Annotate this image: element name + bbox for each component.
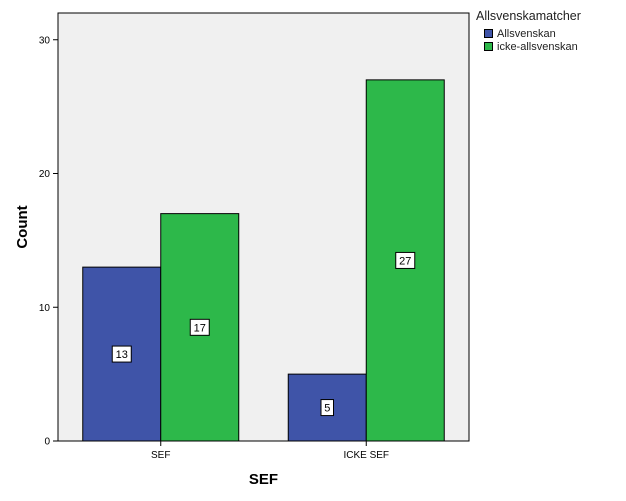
y-tick-label: 30 [39,35,51,46]
legend-title: Allsvenskamatcher [476,9,581,23]
legend: Allsvenskamatcher Allsvenskan icke-allsv… [476,9,581,53]
y-tick-label: 20 [39,169,51,180]
x-tick-label: ICKE SEF [343,450,389,461]
data-label: 17 [194,322,206,334]
data-label-box [111,345,132,363]
y-axis-ticks: 0 10 20 30 [39,35,58,448]
data-label: 13 [116,349,128,361]
x-tick-label: SEF [151,450,170,461]
y-tick-label: 0 [44,437,50,448]
x-axis-ticks: SEF ICKE SEF [151,441,389,461]
data-label: 27 [399,255,411,267]
data-label-box [320,399,334,417]
legend-swatch-icke-allsvenskan [484,42,493,51]
legend-swatch-allsvenskan [484,29,493,38]
legend-item-allsvenskan: Allsvenskan [484,27,581,40]
legend-item-icke-allsvenskan: icke-allsvenskan [484,40,581,53]
legend-label-allsvenskan: Allsvenskan [497,27,556,40]
data-label-box [395,251,416,269]
y-tick-label: 10 [39,303,51,314]
data-label-box [189,318,210,336]
y-axis-title: Count [14,205,31,248]
x-axis-title: SEF [249,471,278,488]
legend-label-icke-allsvenskan: icke-allsvenskan [497,40,578,53]
data-label: 5 [324,403,330,415]
data-labels: 13 17 5 27 [111,251,416,417]
